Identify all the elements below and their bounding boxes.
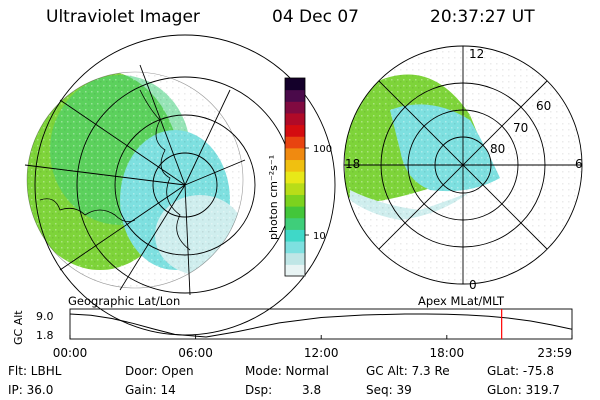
- colorbar-segment: [285, 147, 305, 161]
- gc-alt-series-line: [69, 313, 573, 338]
- mlat-label-80: 80: [490, 142, 505, 156]
- instrument-title: Ultraviolet Imager: [46, 7, 200, 27]
- door-info: Door: Open: [125, 364, 194, 378]
- colorbar-segment: [285, 194, 305, 207]
- colorbar-tick-10: 10: [313, 231, 326, 242]
- colorbar-unit-label: photon cm⁻²s⁻¹: [267, 155, 280, 240]
- gc-alt-info: GC Alt: 7.3 Re: [366, 364, 450, 378]
- colorbar-segment: [285, 124, 305, 137]
- colorbar-segment: [285, 229, 305, 242]
- seq-info: Seq: 39: [366, 383, 412, 397]
- mlat-label-70: 70: [513, 121, 528, 135]
- glat-info: GLat: -75.8: [487, 364, 554, 378]
- observation-time: 20:37:27 UT: [430, 7, 535, 27]
- mlt-label-6: 6: [575, 157, 583, 171]
- colorbar-segment: [285, 78, 305, 91]
- timeline-xtick-label: 12:00: [304, 346, 339, 360]
- colorbar-segment: [285, 112, 305, 126]
- colorbar-segment: [285, 217, 305, 230]
- left-map-caption: Geographic Lat/Lon: [68, 294, 180, 308]
- filter-info: Flt: LBHL: [8, 364, 62, 378]
- timeline-xtick-label: 23:59: [537, 346, 572, 360]
- right-polar-caption: Apex MLat/MLT: [418, 294, 505, 308]
- timeline-xtick-label: 18:00: [430, 346, 465, 360]
- colorbar-segment: [285, 101, 305, 114]
- colorbar-segment: [285, 252, 305, 265]
- colorbar-tick-100: 100: [313, 144, 332, 155]
- magnetic-polar-plot: [343, 45, 583, 285]
- glon-info: GLon: 319.7: [487, 383, 560, 397]
- observation-date: 04 Dec 07: [272, 7, 359, 27]
- altitude-timeline: [69, 308, 573, 340]
- timeline-y-label: GC Alt: [12, 310, 25, 345]
- colorbar-segment: [285, 159, 305, 172]
- colorbar-segment: [285, 171, 305, 184]
- colorbar-segment: [285, 264, 305, 277]
- timeline-xtick-label: 06:00: [178, 346, 213, 360]
- dsp-label: Dsp:: [245, 383, 273, 397]
- colorbar-segment: [285, 206, 305, 219]
- dsp-value: 3.8: [302, 383, 322, 397]
- mode-info: Mode: Normal: [245, 364, 329, 378]
- mlt-label-12: 12: [469, 47, 484, 61]
- colorbar-segment: [285, 241, 305, 254]
- timeline-xtick-label: 00:00: [53, 346, 88, 360]
- ip-info: IP: 36.0: [8, 383, 54, 397]
- mlat-label-60: 60: [536, 99, 551, 113]
- colorbar-segment: [285, 136, 305, 149]
- mlt-label-18: 18: [345, 157, 360, 171]
- gain-info: Gain: 14: [125, 383, 176, 397]
- colorbar-segment: [285, 182, 305, 195]
- color-bar: [285, 78, 305, 277]
- timeline-ytick-top: 9.0: [36, 310, 54, 323]
- mlt-label-0: 0: [469, 278, 477, 292]
- colorbar-segment: [285, 89, 305, 102]
- timeline-ytick-bottom: 1.8: [36, 329, 54, 342]
